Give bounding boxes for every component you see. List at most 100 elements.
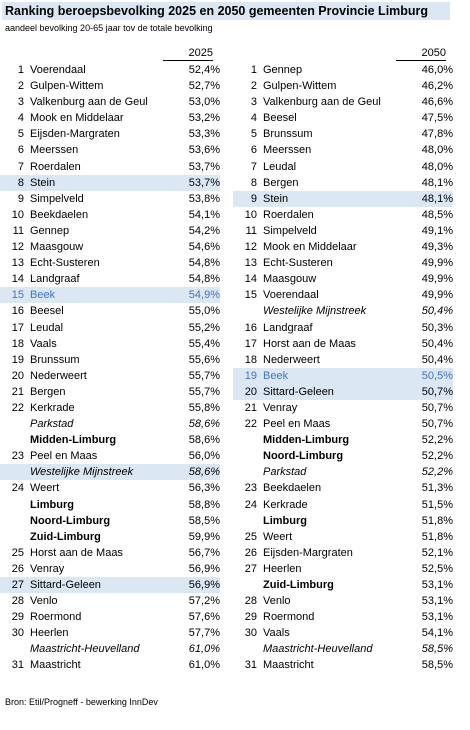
rank-cell: 27: [244, 562, 257, 575]
value-cell: 54,8%: [188, 257, 220, 270]
table-row: 1 Gennep 46,0%: [233, 62, 453, 78]
rank-cell: 1: [17, 64, 24, 76]
table-row: 23 Beekdaelen 51,3%: [233, 480, 453, 496]
title-bar: Ranking beroepsbevolking 2025 en 2050 ge…: [2, 2, 450, 20]
value-cell: 50,7%: [421, 385, 453, 398]
value-cell: 46,2%: [421, 80, 453, 93]
table-row: 20 Nederweert 55,7%: [0, 368, 220, 384]
value-cell: 50,4%: [421, 337, 453, 350]
value-cell: 51,8%: [421, 514, 453, 527]
value-cell: 49,3%: [421, 241, 453, 254]
value-cell: 51,3%: [421, 482, 453, 495]
municipality-cell: Maastricht: [30, 659, 81, 672]
rank-cell: 20: [11, 369, 24, 382]
table-row: Limburg 51,8%: [233, 513, 453, 529]
rank-cell: 18: [11, 337, 24, 350]
value-cell: 61,0%: [188, 659, 220, 672]
municipality-cell: Brunssum: [30, 353, 80, 366]
rank-cell: 24: [244, 498, 257, 511]
source-footer: Bron: Etil/Progneff - bewerking InnDev: [5, 697, 158, 707]
page-title: Ranking beroepsbevolking 2025 en 2050 ge…: [5, 4, 429, 18]
table-row: Zuid-Limburg 59,9%: [0, 529, 220, 545]
municipality-cell: Leudal: [30, 321, 64, 334]
table-row: 6 Meerssen 48,0%: [233, 142, 453, 158]
table-row: 22 Kerkrade 55,8%: [0, 400, 220, 416]
value-cell: 53,0%: [188, 96, 220, 109]
table-row: 8 Stein 53,7%: [0, 174, 220, 191]
municipality-cell: Beekdaelen: [30, 208, 89, 221]
table-row: 12 Mook en Middelaar 49,3%: [233, 239, 453, 255]
value-cell: 52,2%: [421, 450, 453, 463]
rank-cell: 30: [11, 627, 24, 640]
rank-cell: 7: [17, 160, 24, 173]
municipality-cell: Echt-Susteren: [263, 257, 333, 270]
value-cell: 56,9%: [188, 562, 220, 575]
municipality-cell: Maastricht-Heuvelland: [30, 643, 140, 656]
municipality-cell: Weert: [263, 530, 293, 543]
table-row: 27 Sittard-Geleen 56,9%: [0, 577, 220, 594]
value-cell: 46,0%: [421, 64, 453, 76]
rank-cell: 19: [11, 353, 24, 366]
ranking-table-2050: 1 Gennep 46,0% 2 Gulpen-Wittem 46,2% 3 Valkenbu…: [233, 62, 453, 674]
rank-cell: 23: [11, 450, 24, 463]
table-row: Zuid-Limburg 53,1%: [233, 577, 453, 593]
municipality-cell: Gulpen-Wittem: [263, 80, 337, 93]
right-column-header: 2050: [396, 46, 446, 61]
table-row: 7 Leudal 48,0%: [233, 159, 453, 175]
value-cell: 50,7%: [421, 418, 453, 431]
table-row: 11 Gennep 54,2%: [0, 223, 220, 239]
rank-cell: 11: [12, 224, 24, 237]
table-row: 11 Simpelveld 49,1%: [233, 223, 453, 239]
municipality-cell: Westelijke Mijnstreek: [263, 305, 367, 318]
value-cell: 52,5%: [421, 562, 453, 575]
table-row: 24 Weert 56,3%: [0, 480, 220, 496]
table-row: Midden-Limburg 52,2%: [233, 432, 453, 448]
value-cell: 58,6%: [188, 466, 220, 479]
rank-cell: 28: [11, 595, 24, 608]
value-cell: 47,5%: [421, 112, 453, 125]
table-row: 31 Maastricht 61,0%: [0, 657, 220, 673]
rank-cell: 13: [11, 257, 24, 270]
municipality-cell: Mook en Middelaar: [30, 112, 124, 125]
municipality-cell: Beekdaelen: [263, 482, 322, 495]
rank-cell: 2: [17, 80, 24, 93]
municipality-cell: Gennep: [30, 224, 70, 237]
rank-cell: 31: [244, 659, 257, 672]
table-row: 18 Vaals 55,4%: [0, 336, 220, 352]
municipality-cell: Peel en Maas: [30, 450, 98, 463]
rank-cell: 4: [17, 112, 24, 125]
table-row: 5 Eijsden-Margraten 53,3%: [0, 126, 220, 142]
rank-cell: 2: [250, 80, 257, 93]
municipality-cell: Zuid-Limburg: [263, 579, 334, 591]
table-row: Limburg 58,8%: [0, 497, 220, 513]
table-row: 3 Valkenburg aan de Geul 53,0%: [0, 94, 220, 110]
table-row: 2 Gulpen-Wittem 52,7%: [0, 78, 220, 94]
value-cell: 52,4%: [188, 64, 220, 76]
rank-cell: 1: [250, 64, 257, 76]
value-cell: 49,1%: [421, 224, 453, 237]
value-cell: 50,7%: [421, 401, 453, 414]
municipality-cell: Roerdalen: [30, 160, 81, 173]
table-row: 26 Venray 56,9%: [0, 561, 220, 577]
table-row: 3 Valkenburg aan de Geul 46,6%: [233, 94, 453, 110]
value-cell: 53,1%: [421, 595, 453, 608]
left-column-header: 2025: [163, 46, 213, 61]
value-cell: 55,8%: [188, 401, 220, 414]
municipality-cell: Sittard-Geleen: [263, 385, 334, 398]
rank-cell: 6: [17, 144, 24, 157]
municipality-cell: Beesel: [30, 305, 64, 318]
rank-cell: 13: [244, 257, 257, 270]
rank-cell: 7: [250, 160, 257, 173]
value-cell: 50,4%: [421, 353, 453, 366]
rank-cell: 6: [250, 144, 257, 157]
municipality-cell: Maasgouw: [263, 273, 317, 286]
value-cell: 58,6%: [188, 434, 220, 447]
value-cell: 52,1%: [421, 546, 453, 559]
municipality-cell: Midden-Limburg: [263, 434, 350, 447]
table-row: 16 Landgraaf 50,3%: [233, 320, 453, 336]
table-row: 9 Simpelveld 53,8%: [0, 191, 220, 207]
municipality-cell: Echt-Susteren: [30, 257, 100, 270]
municipality-cell: Midden-Limburg: [30, 434, 117, 447]
value-cell: 50,5%: [421, 369, 453, 382]
municipality-cell: Heerlen: [30, 627, 69, 640]
